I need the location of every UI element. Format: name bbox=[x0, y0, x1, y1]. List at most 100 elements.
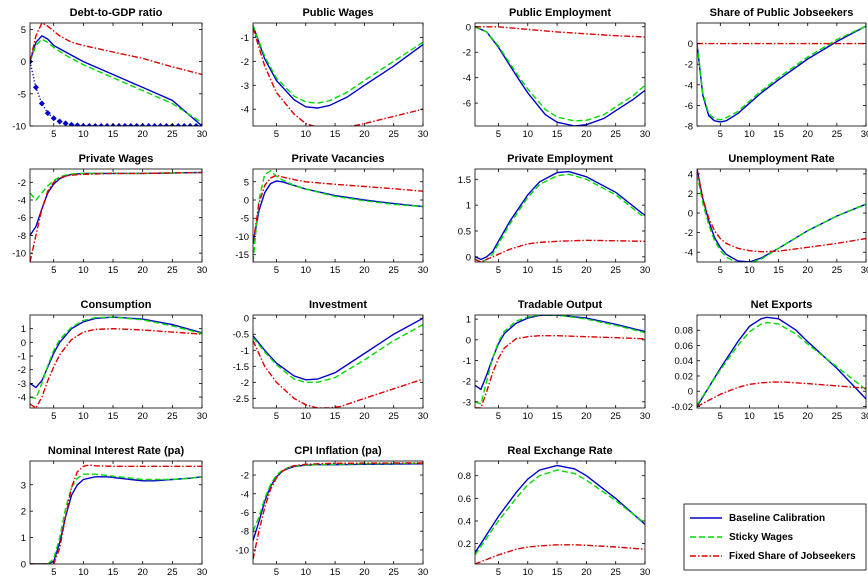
x-tick-label: 30 bbox=[418, 567, 429, 578]
marker-point bbox=[50, 115, 57, 122]
x-tick-label: 5 bbox=[496, 129, 501, 140]
y-tick-label: -0.02 bbox=[671, 402, 693, 413]
series-line-baseline bbox=[30, 476, 202, 564]
x-tick-label: 20 bbox=[359, 129, 370, 140]
panel-public-wages: Public Wages 5 10 15 20 25 30 -4 -3 -2 -1 bbox=[241, 7, 429, 140]
panel-tradable-output: Tradable Output 5 10 15 20 25 30 -3 -2 -1 0 1 bbox=[463, 299, 651, 422]
y-tick-label: 0.2 bbox=[458, 539, 471, 550]
marker-point bbox=[44, 110, 51, 117]
y-tick-label: -5 bbox=[18, 89, 26, 100]
x-tick-label: 15 bbox=[108, 265, 119, 276]
y-tick-label: 0 bbox=[21, 57, 26, 68]
y-tick-label: -15 bbox=[235, 250, 249, 261]
x-tick-label: 30 bbox=[640, 129, 651, 140]
y-tick-label: -10 bbox=[235, 232, 249, 243]
y-tick-label: -10 bbox=[12, 122, 26, 133]
y-tick-label: -1 bbox=[241, 346, 249, 357]
x-tick-label: 5 bbox=[51, 265, 56, 276]
y-tick-label: 5 bbox=[21, 25, 26, 36]
y-tick-label: -2 bbox=[241, 378, 249, 389]
y-tick-label: 1 bbox=[21, 324, 26, 335]
y-tick-label: 0.8 bbox=[458, 471, 471, 482]
panel-debt-to-gdp-ratio: Debt-to-GDP ratio 5 10 15 20 25 30 -10 -5 0 5 bbox=[12, 7, 207, 140]
series-line-baseline bbox=[253, 463, 423, 541]
x-tick-label: 25 bbox=[388, 129, 399, 140]
legend-label-sticky: Sticky Wages bbox=[729, 532, 794, 543]
axes-box bbox=[29, 168, 203, 263]
panel-real-exchange-rate: Real Exchange Rate 5 10 15 20 25 30 0.2 0.4 0.6 0.… bbox=[458, 445, 651, 578]
y-tick-label: -1 bbox=[463, 356, 471, 367]
series-line-sticky-wages bbox=[253, 169, 423, 262]
legend-label-baseline: Baseline Calibration bbox=[729, 513, 825, 524]
panel-cpi-inflation-pa: CPI Inflation (pa) 5 10 15 20 25 30 -10 -8 -6 -4 -2 bbox=[235, 445, 428, 578]
y-tick-label: 0 bbox=[688, 387, 693, 398]
y-tick-label: -0.5 bbox=[233, 330, 249, 341]
y-tick-label: 5 bbox=[244, 177, 249, 188]
axes-box bbox=[252, 314, 424, 409]
series-line-fixed-share bbox=[253, 340, 423, 408]
y-tick-label: -1.5 bbox=[233, 362, 249, 373]
marker-point bbox=[175, 123, 182, 126]
series-line-fixed-share bbox=[30, 464, 202, 564]
series-line-baseline bbox=[253, 180, 423, 244]
x-tick-label: 20 bbox=[137, 129, 148, 140]
marker-point bbox=[193, 123, 200, 126]
x-tick-label: 5 bbox=[718, 265, 723, 276]
x-tick-label: 25 bbox=[388, 265, 399, 276]
series-line-baseline bbox=[253, 317, 423, 381]
series-line-sticky-wages bbox=[30, 38, 202, 124]
series-line-fixed-share bbox=[475, 335, 645, 408]
panel-title: Real Exchange Rate bbox=[507, 445, 612, 457]
y-tick-label: -4 bbox=[18, 393, 26, 404]
marker-point bbox=[157, 123, 164, 126]
x-tick-label: 25 bbox=[832, 129, 843, 140]
x-tick-label: 15 bbox=[108, 129, 119, 140]
x-tick-label: 5 bbox=[274, 129, 279, 140]
x-tick-label: 25 bbox=[610, 265, 621, 276]
x-tick-label: 5 bbox=[274, 567, 279, 578]
panel-nominal-interest-rate-pa: Nominal Interest Rate (pa) 5 10 15 20 25 30 0 1 2… bbox=[21, 445, 208, 578]
series-line-sticky-wages bbox=[475, 173, 645, 262]
x-tick-label: 25 bbox=[388, 567, 399, 578]
y-tick-label: -1 bbox=[241, 33, 249, 44]
y-tick-label: 0.04 bbox=[675, 356, 694, 367]
x-tick-label: 30 bbox=[197, 567, 208, 578]
x-tick-label: 5 bbox=[496, 567, 501, 578]
marker-point bbox=[62, 120, 69, 126]
x-tick-label: 30 bbox=[640, 265, 651, 276]
x-tick-label: 5 bbox=[718, 411, 723, 422]
x-tick-label: 10 bbox=[78, 567, 89, 578]
y-tick-label: -1 bbox=[18, 352, 26, 363]
axes-box bbox=[29, 22, 203, 127]
x-tick-label: 30 bbox=[418, 129, 429, 140]
x-tick-label: 20 bbox=[359, 411, 370, 422]
x-tick-label: 5 bbox=[274, 411, 279, 422]
marker-point bbox=[187, 123, 194, 126]
y-tick-label: -2 bbox=[18, 365, 26, 376]
x-tick-label: 15 bbox=[108, 411, 119, 422]
panel-net-exports: Net Exports 5 10 15 20 25 30 -0.02 0 0.02 0.04 0.06… bbox=[671, 299, 868, 422]
series-line-sticky-wages bbox=[475, 26, 645, 122]
series-line-baseline bbox=[475, 464, 645, 554]
x-tick-label: 10 bbox=[300, 265, 311, 276]
x-tick-label: 25 bbox=[610, 567, 621, 578]
panel-title: Private Wages bbox=[79, 153, 154, 165]
x-tick-label: 25 bbox=[167, 567, 178, 578]
series-line-baseline bbox=[475, 170, 645, 261]
y-tick-label: 1.5 bbox=[458, 175, 471, 186]
x-tick-label: 5 bbox=[51, 411, 56, 422]
y-tick-label: 4 bbox=[688, 169, 693, 180]
y-tick-label: 0.06 bbox=[675, 341, 694, 352]
series-line-baseline bbox=[30, 171, 202, 236]
y-tick-label: 0 bbox=[688, 209, 693, 220]
panel-title: Public Employment bbox=[509, 7, 611, 19]
x-tick-label: 30 bbox=[197, 265, 208, 276]
axes-box bbox=[474, 460, 646, 565]
y-tick-label: -4 bbox=[241, 489, 249, 500]
y-tick-label: -8 bbox=[241, 527, 249, 538]
y-tick-label: 0 bbox=[244, 196, 249, 207]
x-tick-label: 15 bbox=[330, 129, 341, 140]
series-line-fixed-share bbox=[253, 462, 423, 560]
panel-title: CPI Inflation (pa) bbox=[294, 445, 382, 457]
x-tick-label: 30 bbox=[861, 411, 868, 422]
